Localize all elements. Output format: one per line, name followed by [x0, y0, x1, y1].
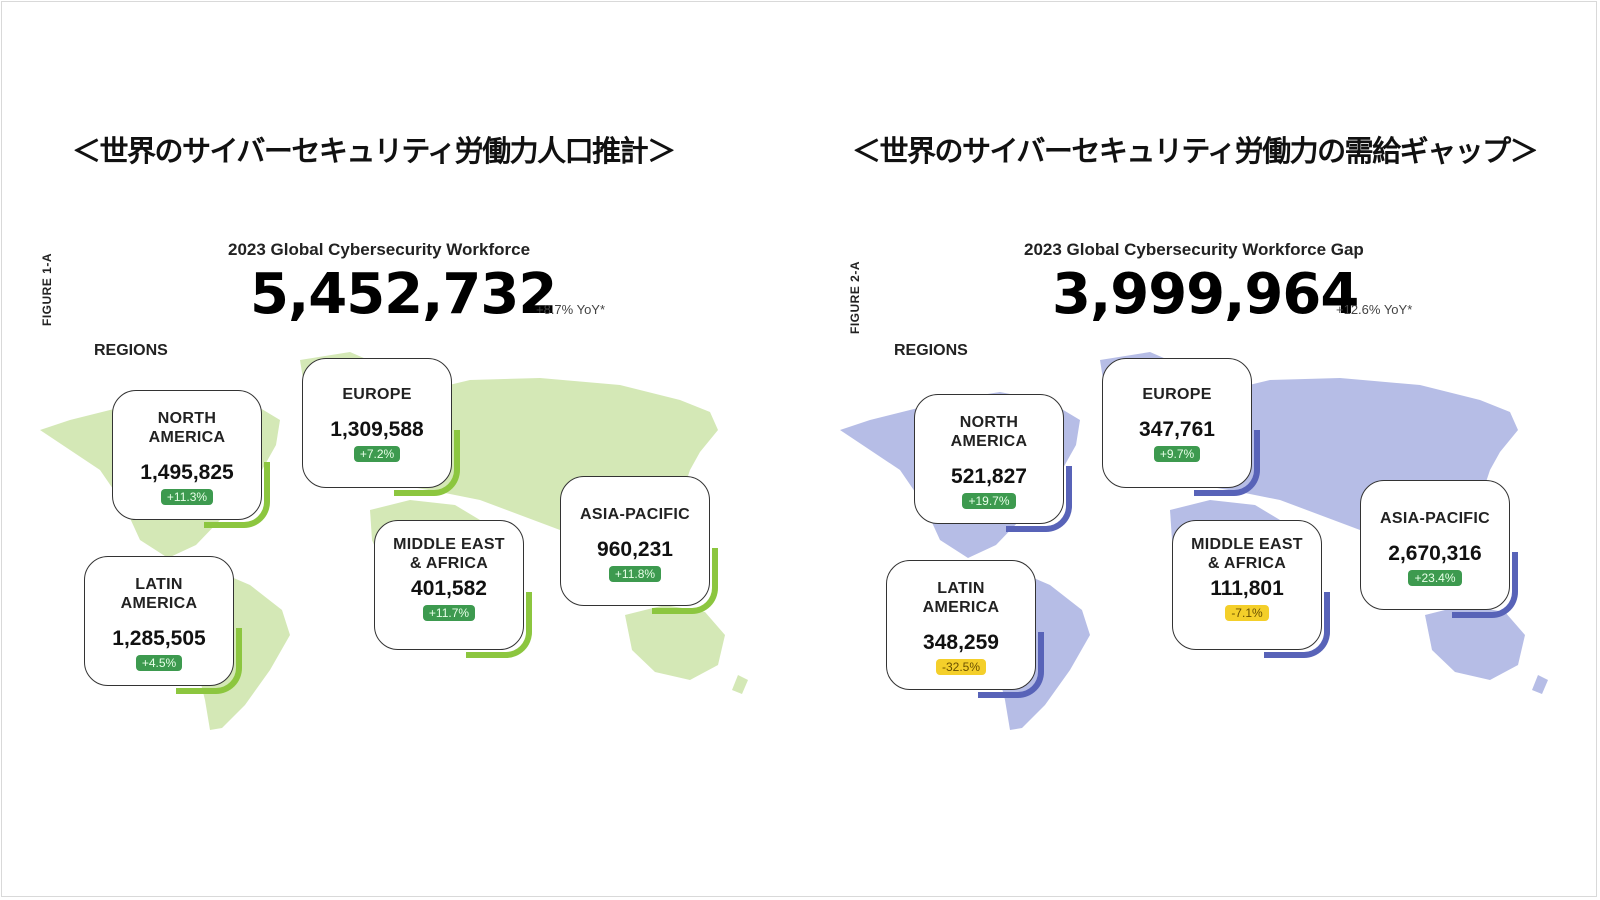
figure-label: FIGURE 1-A	[40, 252, 54, 326]
box-accent	[176, 628, 242, 694]
workforce-gap-panel: ＜世界のサイバーセキュリティ労働力の需給ギャップ＞ FIGURE 2-A 202…	[800, 0, 1600, 900]
region-box-middle-east-africa: MIDDLE EAST & AFRICA 111,801 -7.1%	[1172, 520, 1330, 658]
region-box-europe: EUROPE 347,761 +9.7%	[1102, 358, 1260, 496]
region-name: MIDDLE EAST & AFRICA	[393, 536, 505, 572]
figure-label: FIGURE 2-A	[848, 260, 862, 334]
panel-heading: ＜世界のサイバーセキュリティ労働力の需給ギャップ＞	[852, 134, 1539, 168]
box-accent	[394, 430, 460, 496]
region-name: NORTH AMERICA	[950, 414, 1028, 450]
region-name: EUROPE	[342, 386, 412, 403]
region-name: NORTH AMERICA	[148, 410, 226, 446]
region-box-north-america: NORTH AMERICA 521,827 +19.7%	[914, 394, 1072, 532]
change-badge: +11.7%	[422, 605, 476, 621]
region-box-latin-america: LATIN AMERICA 348,259 -32.5%	[886, 560, 1044, 698]
yoy-change: +8.7% YoY*	[536, 302, 606, 317]
change-badge: +7.2%	[353, 446, 401, 462]
region-name: ASIA-PACIFIC	[1380, 510, 1490, 527]
box-accent	[1194, 430, 1260, 496]
change-badge: +9.7%	[1153, 446, 1201, 462]
box-accent	[1006, 466, 1072, 532]
change-badge: +11.8%	[608, 566, 662, 582]
workforce-panel: ＜世界のサイバーセキュリティ労働力人口推計＞ FIGURE 1-A 2023 G…	[40, 134, 748, 730]
region-name: EUROPE	[1142, 386, 1212, 403]
region-box-latin-america: LATIN AMERICA 1,285,505 +4.5%	[84, 556, 242, 694]
region-name: MIDDLE EAST & AFRICA	[1191, 536, 1303, 572]
change-badge: +11.3%	[160, 489, 214, 505]
region-box-asia-pacific: ASIA-PACIFIC 960,231 +11.8%	[560, 476, 718, 614]
region-box-europe: EUROPE 1,309,588 +7.2%	[302, 358, 460, 496]
regions-label: REGIONS	[894, 342, 968, 359]
region-name: LATIN AMERICA	[120, 576, 198, 612]
box-accent	[1264, 592, 1330, 658]
change-badge: -7.1%	[1225, 605, 1269, 621]
change-badge: +4.5%	[135, 655, 183, 671]
region-box-asia-pacific: ASIA-PACIFIC 2,670,316 +23.4%	[1360, 480, 1518, 618]
region-name: ASIA-PACIFIC	[580, 506, 690, 523]
change-badge: +19.7%	[962, 493, 1016, 509]
change-badge: -32.5%	[935, 659, 987, 675]
total-value: 5,452,732	[250, 262, 557, 327]
chart-subtitle: 2023 Global Cybersecurity Workforce	[228, 240, 531, 259]
region-box-north-america: NORTH AMERICA 1,495,825 +11.3%	[112, 390, 270, 528]
box-accent	[652, 548, 718, 614]
region-box-middle-east-africa: MIDDLE EAST & AFRICA 401,582 +11.7%	[374, 520, 532, 658]
box-accent	[1452, 552, 1518, 618]
box-accent	[978, 632, 1044, 698]
chart-subtitle: 2023 Global Cybersecurity Workforce Gap	[1024, 240, 1364, 259]
change-badge: +23.4%	[1408, 570, 1462, 586]
box-accent	[466, 592, 532, 658]
panel-heading: ＜世界のサイバーセキュリティ労働力人口推計＞	[72, 134, 676, 168]
region-name: LATIN AMERICA	[922, 580, 1000, 616]
yoy-change: +12.6% YoY*	[1336, 302, 1413, 317]
total-value: 3,999,964	[1052, 262, 1359, 327]
box-accent	[204, 462, 270, 528]
regions-label: REGIONS	[94, 342, 168, 359]
